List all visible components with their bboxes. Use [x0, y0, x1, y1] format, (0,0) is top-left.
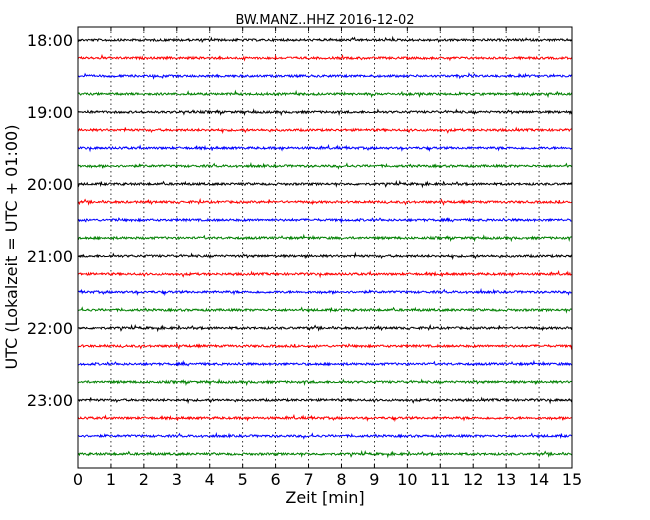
- y-tick-label: 21:00: [27, 247, 73, 266]
- y-tick-label: 23:00: [27, 391, 73, 410]
- x-tick-label: 3: [172, 470, 182, 489]
- trace-2230: [77, 359, 573, 367]
- vertical-gridlines: [110, 27, 540, 468]
- trace-2345: [77, 449, 573, 459]
- x-tick-label: 9: [369, 470, 379, 489]
- x-tick-label: 8: [336, 470, 346, 489]
- chart-title: BW.MANZ..HHZ 2016-12-02: [235, 13, 414, 28]
- seismogram-traces: [77, 35, 573, 459]
- x-tick-label: 12: [463, 470, 483, 489]
- plot-frame: [77, 26, 573, 469]
- trace-2245: [77, 378, 573, 387]
- trace-2215: [77, 342, 573, 351]
- y-axis-label: UTC (Lokalzeit = UTC + 01:00): [2, 125, 21, 370]
- trace-2100: [77, 251, 573, 261]
- trace-2145: [77, 306, 573, 314]
- y-tick-label: 22:00: [27, 319, 73, 338]
- trace-2200: [77, 323, 573, 333]
- trace-1915: [77, 126, 573, 135]
- x-axis-label: Zeit [min]: [285, 488, 364, 507]
- trace-1830: [77, 72, 573, 80]
- x-tick-label: 4: [205, 470, 215, 489]
- trace-2115: [77, 269, 573, 279]
- trace-2330: [77, 431, 573, 440]
- x-tick-label: 15: [562, 470, 582, 489]
- trace-2015: [77, 197, 573, 207]
- trace-2030: [77, 217, 572, 224]
- trace-1945: [77, 161, 573, 170]
- trace-2045: [77, 233, 573, 243]
- y-tick-label: 20:00: [27, 175, 73, 194]
- trace-1845: [77, 89, 573, 99]
- x-tick-label: 11: [430, 470, 450, 489]
- axis-ticks: 0 1 2 3 4 5 6 7 8 9 10 11 12 13 14 1518:0019:0020:0021:…: [27, 27, 582, 489]
- x-tick-label: 14: [529, 470, 549, 489]
- trace-2130: [77, 287, 573, 297]
- trace-2315: [77, 413, 573, 423]
- trace-1800: [77, 35, 573, 43]
- x-tick-label: 0: [73, 470, 83, 489]
- trace-2000: [77, 179, 573, 189]
- x-tick-label: 7: [303, 470, 313, 489]
- x-tick-label: 1: [106, 470, 116, 489]
- x-tick-label: 2: [139, 470, 149, 489]
- y-tick-label: 19:00: [27, 103, 73, 122]
- y-tick-label: 18:00: [27, 31, 73, 50]
- x-tick-label: 10: [397, 470, 417, 489]
- trace-1900: [77, 108, 573, 117]
- x-tick-label: 6: [271, 470, 281, 489]
- trace-1930: [77, 143, 573, 153]
- trace-1815: [77, 53, 573, 62]
- plot-background: [78, 27, 572, 468]
- x-tick-label: 13: [496, 470, 516, 489]
- x-tick-label: 5: [238, 470, 248, 489]
- trace-2300: [77, 396, 573, 405]
